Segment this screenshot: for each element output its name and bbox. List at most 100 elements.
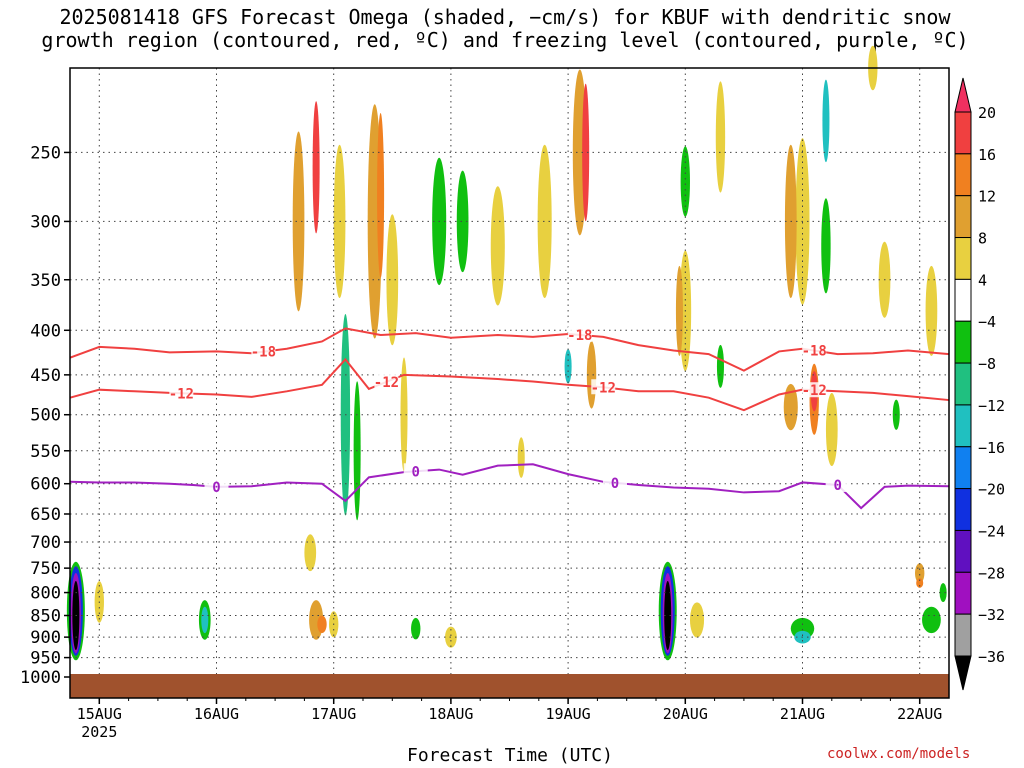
contour-line-minus12 — [69, 357, 950, 412]
y-tick-label: 300 — [30, 212, 61, 232]
omega-shade-patch — [304, 534, 317, 572]
contour-label-bg — [825, 476, 850, 492]
omega-shade-patch — [822, 79, 830, 163]
colorbar-swatch — [954, 446, 972, 490]
contour-label-bg — [204, 478, 229, 494]
y-tick-label: 350 — [30, 271, 61, 291]
colorbar-swatch — [954, 111, 972, 155]
y-tick-label: 400 — [30, 321, 61, 341]
chart-title: 2025081418 GFS Forecast Omega (shaded, −… — [0, 6, 1010, 52]
omega-shade-patch — [490, 186, 505, 306]
x-tick-label: 16AUG — [194, 705, 239, 723]
contour-label-bg — [403, 463, 428, 479]
colorbar-swatch — [954, 195, 972, 239]
x-tick-label: 18AUG — [428, 705, 473, 723]
contour-label-bg — [251, 343, 276, 359]
colorbar-swatch — [954, 655, 972, 691]
y-tick-label: 500 — [30, 406, 61, 426]
contour-label-0: 0 — [412, 464, 420, 480]
x-year-label: 2025 — [81, 723, 117, 741]
omega-shade-patch — [680, 146, 690, 217]
contour-label-minus12: -12 — [169, 386, 194, 402]
contour-label-bg — [567, 326, 592, 342]
colorbar-label: −32 — [978, 606, 1005, 624]
x-tick-label: 19AUG — [546, 705, 591, 723]
y-tick-label: 250 — [30, 143, 61, 163]
grid-lines — [70, 68, 949, 698]
colorbar-label: −24 — [978, 522, 1005, 540]
colorbar-label: −12 — [978, 397, 1005, 415]
omega-shade-patch — [715, 81, 726, 193]
contour-label-bg — [802, 382, 827, 398]
y-tick-label: 450 — [30, 366, 61, 386]
y-tick-label: 700 — [30, 533, 61, 553]
ground-terrain — [70, 674, 949, 698]
contour-label-0: 0 — [611, 476, 619, 492]
colorbar-label: 12 — [978, 188, 996, 206]
omega-shade-patch — [675, 265, 683, 356]
omega-shade-patch — [916, 578, 924, 588]
watermark: coolwx.com/models — [827, 746, 971, 762]
chart-title-line-2: growth region (contoured, red, ºC) and f… — [41, 28, 969, 52]
contour-label-bg — [374, 373, 399, 389]
y-tick-label: 600 — [30, 475, 61, 495]
colorbar-label: 8 — [978, 230, 987, 248]
contour-label-minus12: -12 — [591, 380, 616, 396]
omega-shade-patch — [456, 170, 469, 273]
omega-shade-patch — [582, 83, 590, 222]
omega-shade-patch — [400, 357, 408, 472]
contour-label-bg — [591, 379, 616, 395]
y-tick-label: 800 — [30, 584, 61, 604]
contour-label-minus12: -12 — [802, 383, 827, 399]
omega-shade-patch — [689, 602, 705, 638]
omega-shade-patch — [386, 214, 399, 346]
contour-label-0: 0 — [833, 478, 841, 494]
x-tick-label: 20AUG — [663, 705, 708, 723]
omega-shade-patch — [317, 615, 327, 634]
colorbar-swatch — [954, 278, 972, 322]
colorbar-label: −20 — [978, 481, 1005, 499]
colorbar-legend: 20 16 12 8 4 −4 −8 −12 −16 −20 −24 −28 −32 −36 — [954, 77, 1005, 691]
omega-shade-patch — [312, 101, 320, 234]
x-axis: 15AUG 16AUG 17AUG 18AUG 19AUG 20AUG 21AUG 22AUG… — [77, 698, 942, 741]
colorbar-label: 16 — [978, 146, 996, 164]
y-tick-label: 900 — [30, 628, 61, 648]
contour-line-minus18 — [69, 327, 950, 372]
x-axis-label: Forecast Time (UTC) — [407, 745, 613, 766]
colorbar-label: −28 — [978, 564, 1005, 582]
x-tick-label: 15AUG — [77, 705, 122, 723]
colorbar-swatch — [954, 77, 972, 113]
colorbar-swatch — [954, 404, 972, 448]
colorbar-swatch — [954, 362, 972, 406]
y-tick-label: 750 — [30, 559, 61, 579]
contour-label-bg — [802, 342, 827, 358]
omega-shade-patch — [821, 198, 831, 294]
contour-label-minus18: -18 — [567, 328, 592, 344]
colorbar-swatch — [954, 153, 972, 197]
omega-shade-patch — [664, 581, 672, 650]
omega-shade-patch — [939, 583, 947, 603]
x-tick-label: 22AUG — [897, 705, 942, 723]
x-tick-label: 17AUG — [311, 705, 356, 723]
colorbar-swatch — [954, 529, 972, 573]
contour-label-0: 0 — [212, 480, 220, 496]
omega-shade-patch — [411, 617, 421, 640]
y-axis: 2503003504004505005506006507007508008509… — [20, 143, 70, 688]
contour-line-0 — [69, 463, 950, 510]
contour-label-bg — [602, 474, 627, 490]
y-tick-label: 550 — [30, 442, 61, 462]
omega-shade-patch — [292, 131, 305, 312]
y-tick-label: 650 — [30, 505, 61, 525]
contour-label-bg — [169, 385, 194, 401]
colorbar-label: 20 — [978, 104, 996, 122]
colorbar-swatch — [954, 237, 972, 280]
y-tick-label: 950 — [30, 649, 61, 669]
temperature-contours: -18 -18 -18 -12 -12 -12 -12 0 0 0 0 — [69, 326, 950, 510]
colorbar-label: −8 — [978, 355, 996, 373]
omega-shade-patch — [377, 112, 385, 278]
omega-shade-patch — [825, 393, 838, 467]
chart-title-line-1: 2025081418 GFS Forecast Omega (shaded, −… — [59, 5, 951, 29]
omega-shade-patch — [517, 437, 525, 478]
colorbar-swatch — [954, 613, 972, 657]
